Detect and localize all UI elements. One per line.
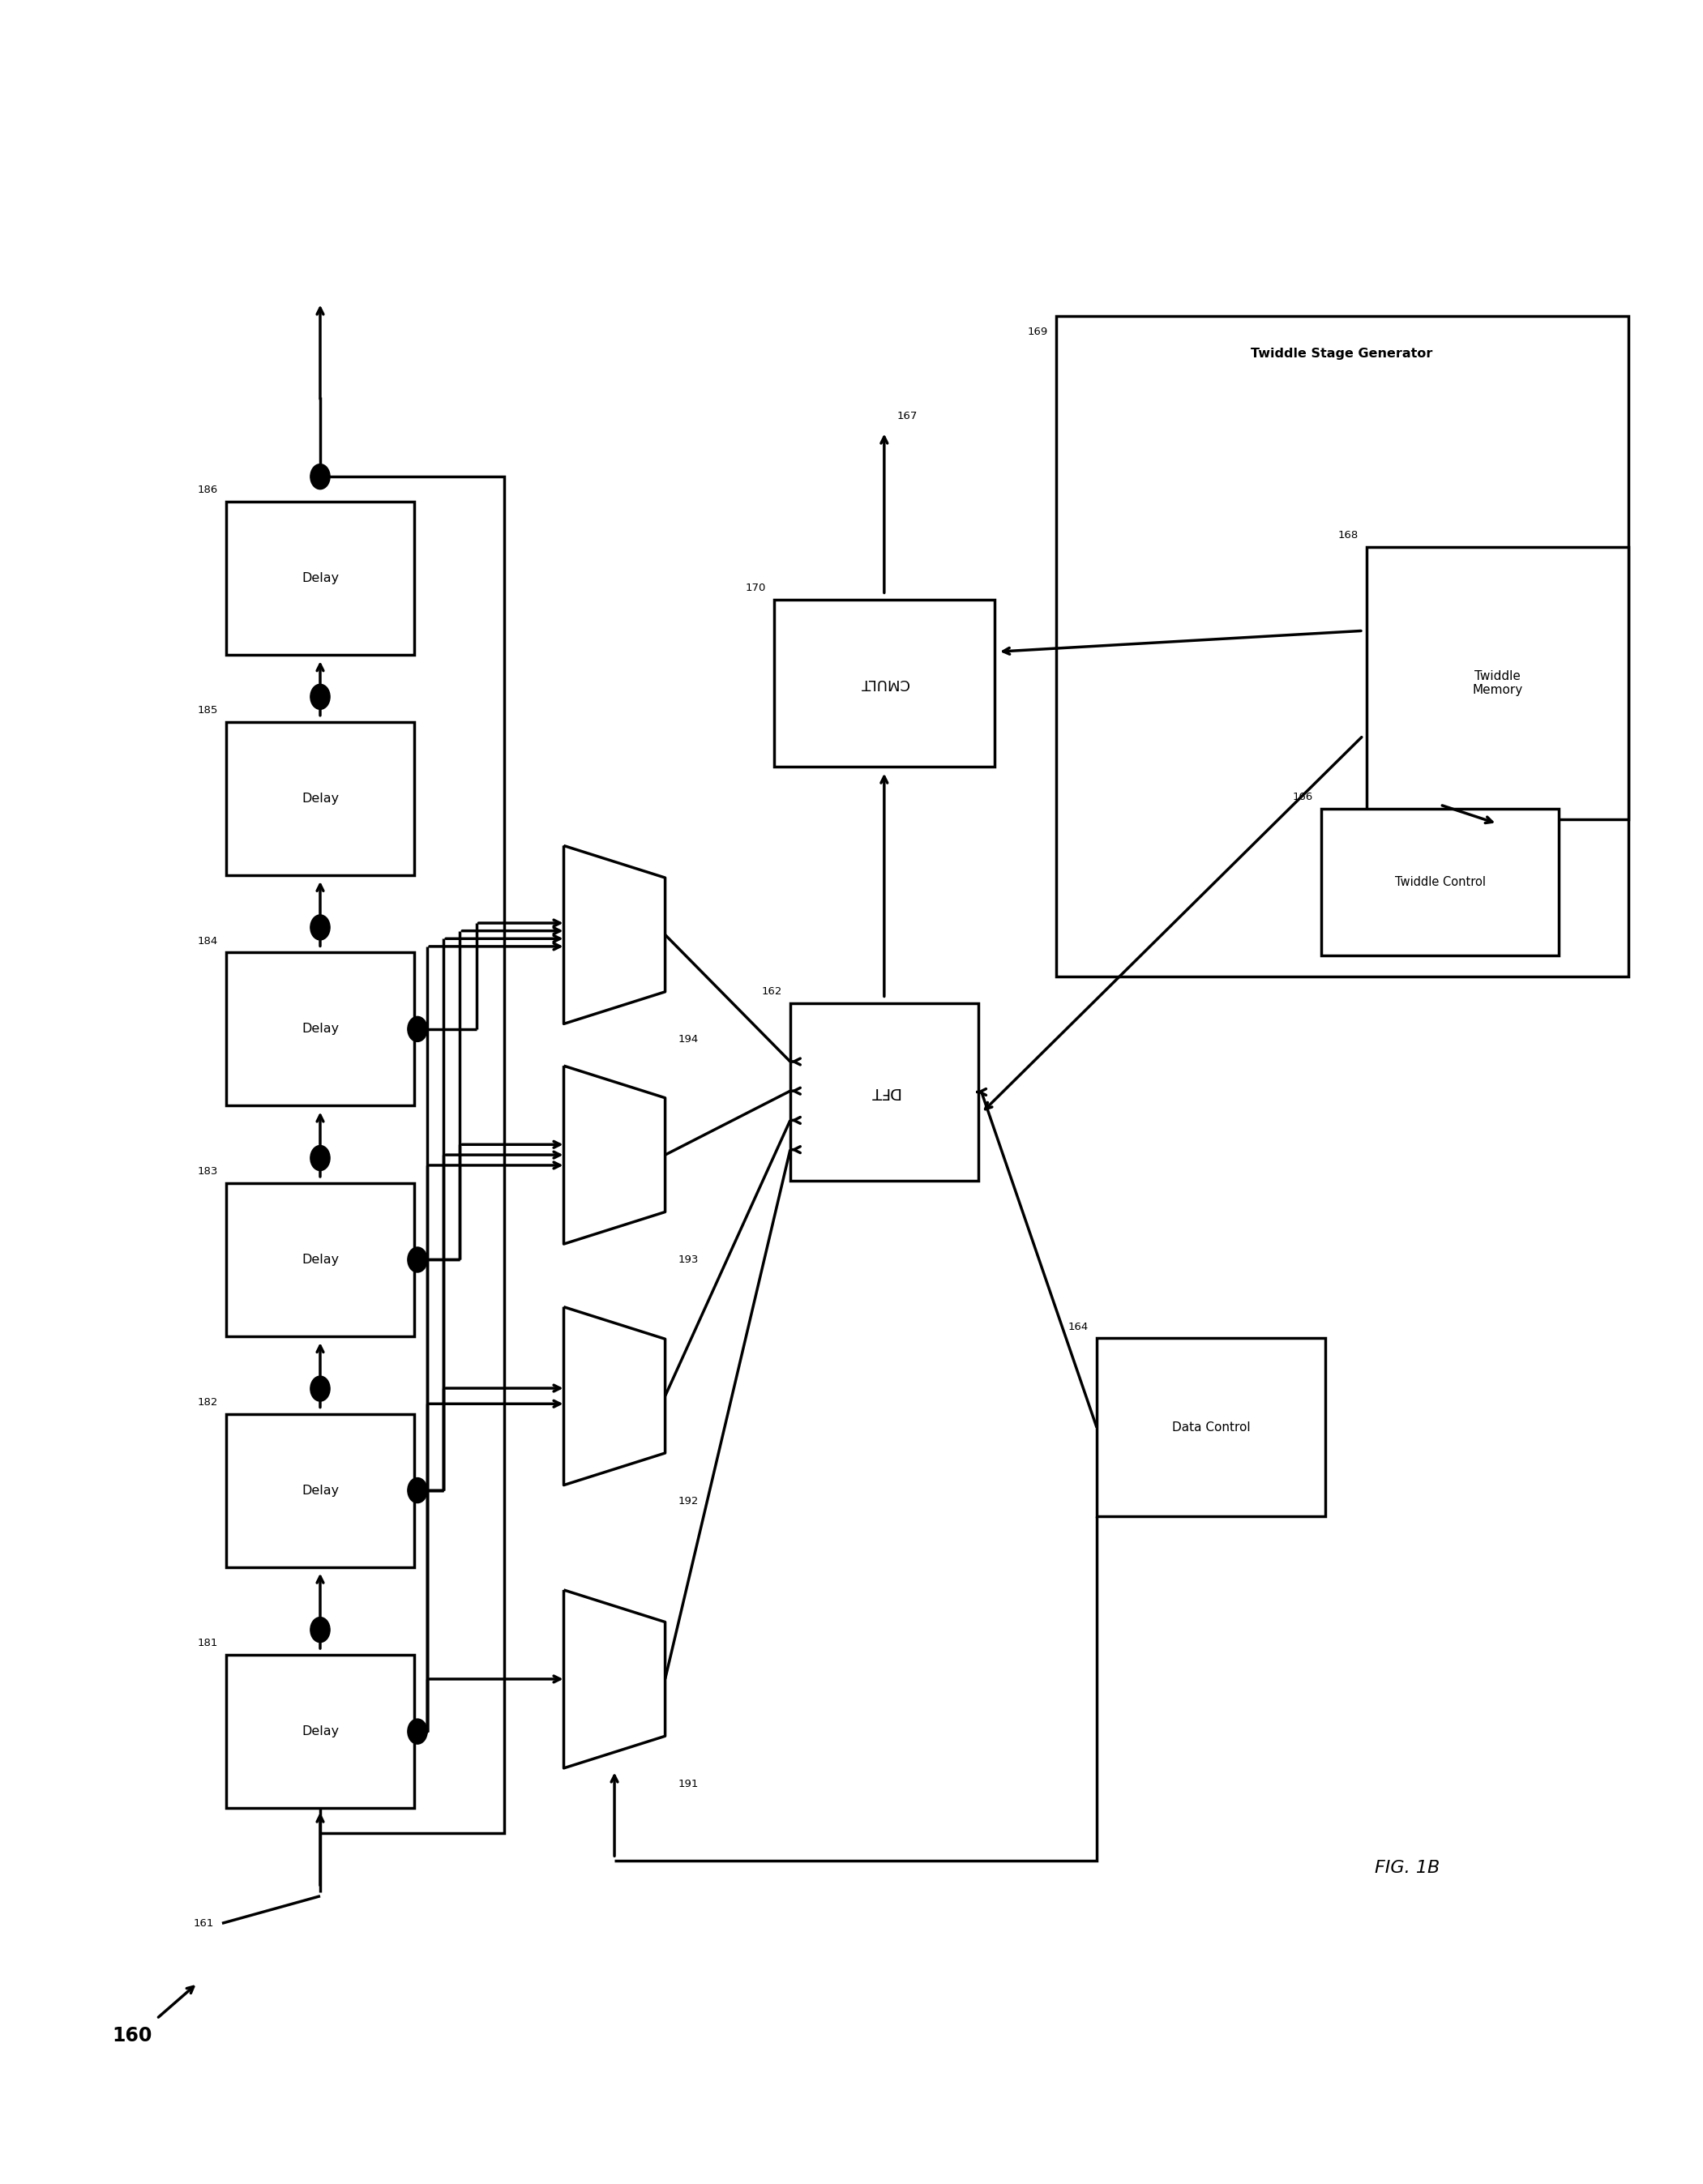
Text: DFT: DFT	[869, 1083, 899, 1101]
Circle shape	[407, 1479, 427, 1503]
Bar	[1056, 317, 1628, 976]
Text: Delay: Delay	[301, 1254, 339, 1267]
Text: Delay: Delay	[301, 572, 339, 585]
Text: 182: 182	[198, 1398, 218, 1406]
Bar	[226, 723, 414, 876]
Polygon shape	[564, 1590, 666, 1769]
Text: 191: 191	[678, 1778, 698, 1789]
Polygon shape	[564, 1306, 666, 1485]
Text: 166: 166	[1293, 793, 1313, 804]
Bar	[226, 502, 414, 655]
Text: 193: 193	[678, 1254, 698, 1265]
Circle shape	[407, 1719, 427, 1745]
Circle shape	[310, 1376, 330, 1402]
Text: 169: 169	[1027, 328, 1047, 336]
Text: 186: 186	[198, 485, 218, 496]
Bar	[1322, 808, 1558, 957]
Text: 161: 161	[194, 1918, 215, 1928]
Circle shape	[310, 915, 330, 939]
Text: CMULT: CMULT	[860, 675, 908, 690]
Text: 160: 160	[112, 2027, 152, 2044]
Text: FIG. 1B: FIG. 1B	[1374, 1859, 1439, 1876]
Text: 184: 184	[198, 935, 218, 946]
Text: Data Control: Data Control	[1172, 1422, 1250, 1433]
Bar	[773, 598, 995, 767]
Text: Twiddle Stage Generator: Twiddle Stage Generator	[1252, 347, 1432, 360]
Bar	[1366, 546, 1628, 819]
Text: 194: 194	[678, 1035, 698, 1044]
Bar	[226, 1184, 414, 1337]
Bar	[226, 1413, 414, 1566]
Circle shape	[310, 463, 330, 489]
Text: 168: 168	[1339, 531, 1359, 542]
Text: 192: 192	[678, 1496, 698, 1507]
Polygon shape	[564, 1066, 666, 1245]
Text: Delay: Delay	[301, 1485, 339, 1496]
Text: 183: 183	[198, 1166, 218, 1177]
Text: 167: 167	[897, 411, 918, 422]
Text: 185: 185	[198, 705, 218, 716]
Text: Delay: Delay	[301, 1725, 339, 1738]
Circle shape	[407, 1016, 427, 1042]
Text: Twiddle
Memory: Twiddle Memory	[1471, 670, 1522, 697]
Circle shape	[407, 1247, 427, 1273]
Circle shape	[310, 1144, 330, 1171]
Polygon shape	[564, 845, 666, 1024]
Text: Twiddle Control: Twiddle Control	[1395, 876, 1485, 889]
Bar	[1097, 1339, 1325, 1516]
Bar	[226, 1655, 414, 1808]
Text: Delay: Delay	[301, 1022, 339, 1035]
Bar	[790, 1002, 978, 1182]
Text: 164: 164	[1068, 1321, 1088, 1332]
Circle shape	[310, 1616, 330, 1642]
Text: 170: 170	[746, 583, 766, 594]
Text: 162: 162	[761, 985, 782, 996]
Circle shape	[310, 684, 330, 710]
Text: 181: 181	[198, 1638, 218, 1649]
Text: Delay: Delay	[301, 793, 339, 804]
Bar	[226, 952, 414, 1105]
